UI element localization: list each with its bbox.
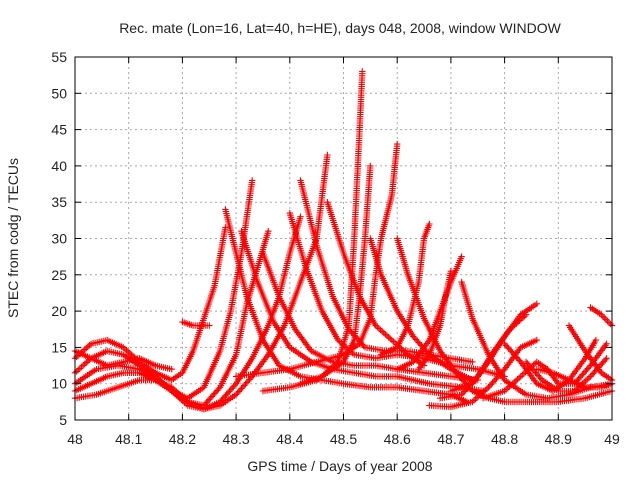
series-22 [458, 278, 616, 402]
series-7 [179, 318, 213, 329]
series-13-markers [232, 140, 401, 380]
x-tick-label: 48.9 [545, 431, 572, 447]
series-13 [232, 140, 401, 380]
series-30 [587, 304, 616, 329]
x-tick-label: 48.8 [491, 431, 518, 447]
series-28-markers [522, 355, 610, 395]
series-31 [533, 366, 616, 391]
x-tick-label: 48.7 [437, 431, 464, 447]
axis-ticks [74, 56, 613, 421]
series-30-markers [587, 304, 616, 329]
y-tick-label: 25 [51, 267, 67, 283]
y-tick-label: 50 [51, 85, 67, 101]
y-tick-label: 20 [51, 303, 67, 319]
series-21 [415, 268, 455, 373]
x-tick-label: 48.4 [276, 431, 303, 447]
y-tick-label: 10 [51, 376, 67, 392]
x-tick-label: 48.6 [384, 431, 411, 447]
series-19 [377, 220, 433, 358]
x-tick-label: 48.1 [115, 431, 142, 447]
x-tick-label: 48.2 [169, 431, 196, 447]
series-16-markers [324, 199, 428, 369]
chart-title: Rec. mate (Lon=16, Lat=40, h=HE), days 0… [119, 20, 561, 36]
series-15 [297, 68, 366, 387]
series-21-markers [415, 268, 455, 373]
series-25-markers [447, 300, 540, 395]
y-axis-label: STEC from codg / TECUs [5, 158, 21, 318]
series-8 [222, 206, 471, 406]
x-axis-label: GPS time / Days of year 2008 [247, 458, 432, 474]
series-16 [324, 199, 428, 369]
series-7-markers [179, 318, 213, 329]
series-25 [447, 300, 540, 395]
series-15-markers [297, 68, 366, 387]
y-tick-label: 40 [51, 158, 67, 174]
grid-lines [75, 57, 612, 420]
series-29-markers [565, 322, 616, 384]
series-12 [297, 177, 476, 366]
y-tick-label: 45 [51, 122, 67, 138]
y-tick-label: 15 [51, 339, 67, 355]
x-tick-label: 48 [67, 431, 83, 447]
series-31-markers [533, 366, 616, 391]
series-28 [522, 355, 610, 395]
series-29 [565, 322, 616, 384]
series-9 [238, 228, 487, 395]
x-tick-label: 48.3 [222, 431, 249, 447]
data-markers [71, 68, 616, 413]
y-tick-label: 30 [51, 231, 67, 247]
series-8-markers [222, 206, 471, 406]
series-12-markers [297, 177, 476, 366]
x-tick-label: 48.5 [330, 431, 357, 447]
x-tick-label: 49 [604, 431, 620, 447]
series-19-markers [377, 220, 433, 358]
series-22-markers [458, 278, 616, 402]
y-tick-label: 5 [59, 412, 67, 428]
y-tick-label: 55 [51, 49, 67, 65]
y-tick-labels: 5 10 15 20 25 30 35 40 45 50 55 [51, 49, 67, 428]
series-9-markers [238, 228, 487, 395]
y-tick-label: 35 [51, 194, 67, 210]
x-tick-labels: 48 48.1 48.2 48.3 48.4 48.5 48.6 48.7 48.8 48.9 49 [67, 431, 620, 447]
